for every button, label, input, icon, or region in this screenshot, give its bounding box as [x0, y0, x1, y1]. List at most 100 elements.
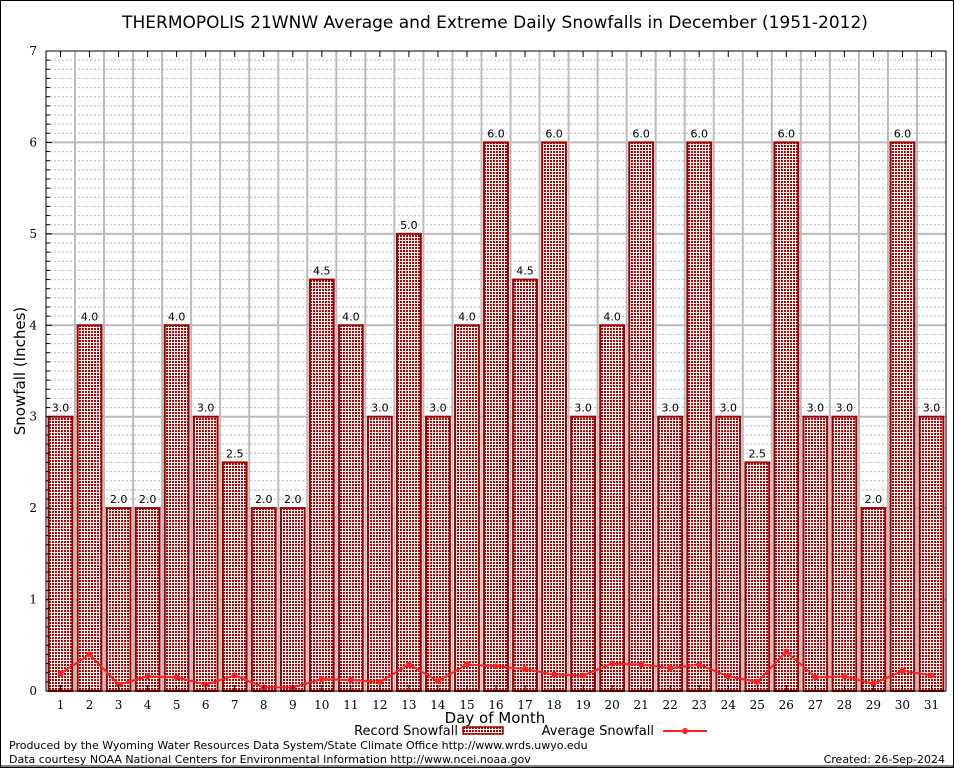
x-tick-label: 5 — [173, 698, 181, 712]
x-tick-label: 20 — [604, 698, 619, 712]
bar-value-label: 3.0 — [661, 402, 679, 415]
average-point-day-29 — [870, 680, 877, 687]
record-bar-day-25 — [744, 461, 771, 692]
average-point-day-26 — [783, 648, 790, 655]
x-tick-label: 23 — [692, 698, 707, 712]
average-point-day-7 — [231, 672, 238, 679]
x-tick-label: 13 — [401, 698, 416, 712]
average-point-day-19 — [580, 672, 587, 679]
y-axis-label: Snowfall (Inches) — [11, 307, 29, 435]
average-line — [57, 648, 935, 691]
record-bar-day-30 — [889, 141, 916, 692]
average-point-day-18 — [551, 671, 558, 678]
average-point-day-24 — [725, 673, 732, 680]
bar-value-label: 3.0 — [807, 402, 825, 415]
bar-value-label: 4.0 — [342, 310, 360, 323]
average-point-day-4 — [144, 673, 151, 680]
bar-value-label: 2.0 — [865, 493, 883, 506]
x-tick-label: 16 — [488, 698, 503, 712]
bar-value-label: 4.0 — [458, 310, 476, 323]
x-tick-label: 25 — [750, 698, 765, 712]
average-point-day-31 — [928, 672, 935, 679]
average-point-day-12 — [376, 678, 383, 685]
record-bar-day-3 — [105, 507, 132, 692]
bar-value-label: 3.0 — [923, 402, 941, 415]
x-tick-label: 22 — [663, 698, 678, 712]
bar-value-label: 6.0 — [690, 127, 708, 140]
x-axis-label: Day of Month — [445, 709, 546, 727]
record-bar-day-27 — [802, 415, 829, 692]
x-tick-label: 4 — [144, 698, 152, 712]
average-point-day-15 — [463, 661, 470, 668]
bar-value-label: 2.0 — [284, 493, 302, 506]
bar-value-label: 6.0 — [487, 127, 505, 140]
bar-value-label: 4.0 — [81, 310, 99, 323]
record-bar-day-28 — [831, 415, 858, 692]
x-tick-label: 28 — [837, 698, 852, 712]
bar-value-label: 2.5 — [749, 447, 767, 460]
bar-value-label: 3.0 — [197, 402, 215, 415]
bar-value-label: 6.0 — [545, 127, 563, 140]
record-bar-day-23 — [686, 141, 713, 692]
record-bar-day-9 — [279, 507, 306, 692]
y-tick-label: 7 — [29, 44, 37, 58]
x-tick-label: 6 — [202, 698, 210, 712]
record-bar-day-13 — [396, 232, 422, 692]
bar-value-label: 4.5 — [516, 265, 534, 278]
record-bar-day-1 — [47, 415, 74, 692]
record-bar-day-29 — [860, 507, 887, 692]
record-bar-day-6 — [192, 415, 219, 692]
x-tick-label: 10 — [314, 698, 329, 712]
footer-produced-by: Produced by the Wyoming Water Resources … — [9, 739, 588, 752]
record-bar-day-21 — [628, 141, 655, 692]
legend-average-marker — [682, 728, 688, 734]
x-tick-label: 30 — [895, 698, 910, 712]
average-point-day-10 — [318, 676, 325, 683]
x-tick-label: 21 — [634, 698, 649, 712]
bar-value-label: 3.0 — [574, 402, 592, 415]
record-bar-day-5 — [163, 324, 190, 692]
bar-value-label: 6.0 — [632, 127, 650, 140]
x-tick-label: 29 — [866, 698, 881, 712]
average-point-day-23 — [696, 661, 703, 668]
y-tick-label: 3 — [29, 410, 37, 424]
bar-value-label: 4.0 — [603, 310, 621, 323]
y-ticks: 0 1 2 3 4 5 6 7 — [29, 44, 52, 698]
bar-value-label: 2.0 — [255, 493, 273, 506]
average-point-day-28 — [841, 673, 848, 680]
footer-created: Created: 26-Sep-2024 — [824, 753, 945, 766]
record-bar-day-26 — [773, 141, 800, 692]
bar-value-label: 3.0 — [429, 402, 447, 415]
y-tick-label: 5 — [29, 227, 37, 241]
x-tick-label: 17 — [517, 698, 532, 712]
y-tick-label: 0 — [29, 684, 37, 698]
record-bar-day-16 — [483, 141, 509, 692]
x-tick-label: 24 — [721, 698, 737, 712]
bar-value-label: 6.0 — [894, 127, 912, 140]
record-bar-day-14 — [425, 415, 451, 692]
average-point-day-27 — [812, 674, 819, 681]
bar-value-label: 2.0 — [139, 493, 157, 506]
x-tick-label: 18 — [546, 698, 561, 712]
y-tick-label: 2 — [29, 501, 37, 515]
bar-value-label: 2.0 — [110, 493, 128, 506]
average-point-day-5 — [173, 674, 180, 681]
record-bar-day-12 — [366, 415, 393, 692]
bar-value-label: 4.5 — [313, 265, 331, 278]
average-point-day-21 — [638, 661, 645, 668]
average-point-day-6 — [202, 681, 209, 688]
average-point-day-30 — [899, 667, 906, 674]
bar-value-label: 3.0 — [836, 402, 854, 415]
chart-title: THERMOPOLIS 21WNW Average and Extreme Da… — [121, 13, 868, 33]
x-tick-label: 3 — [115, 698, 123, 712]
bar-value-label: 3.0 — [371, 402, 389, 415]
bar-value-label: 4.0 — [168, 310, 186, 323]
record-bar-day-24 — [715, 415, 742, 692]
legend-record-swatch — [462, 726, 504, 735]
record-bar-day-22 — [657, 415, 684, 692]
x-ticks: 1 2 3 4 5 6 7 8 9 10 11 12 13 14 15 16 17 18 19 20 21 22 23 24 2… — [57, 51, 939, 712]
x-tick-label: 9 — [289, 698, 297, 712]
bar-value-label: 3.0 — [52, 402, 70, 415]
average-point-day-13 — [405, 661, 412, 668]
x-tick-label: 12 — [372, 698, 387, 712]
